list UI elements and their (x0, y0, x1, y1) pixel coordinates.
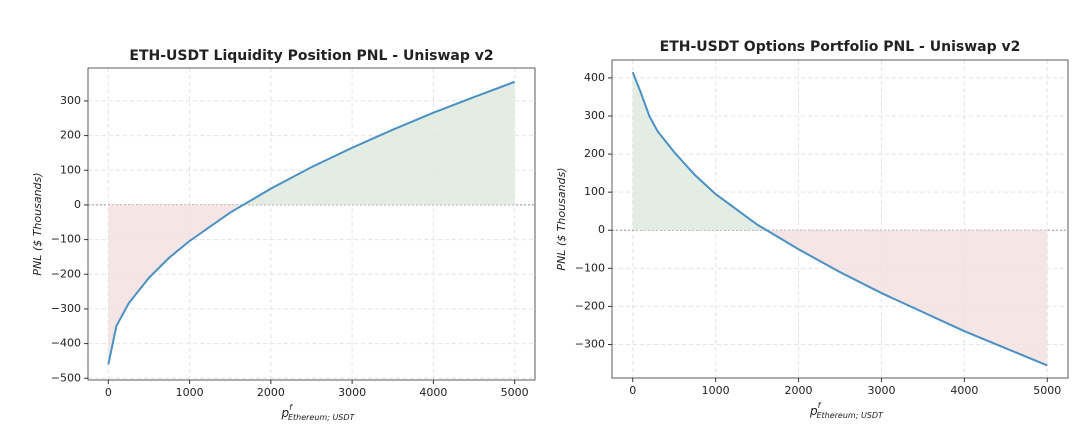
y-tick-label: −300 (575, 337, 605, 350)
loss-area (108, 204, 244, 365)
line (631, 71, 1048, 367)
x-tick-label: 2000 (257, 386, 285, 399)
y-tick-label: 300 (60, 94, 81, 107)
y-tick-label: 300 (584, 109, 605, 122)
x-tick-label: 5000 (1033, 384, 1061, 397)
x-label-base: p (281, 406, 290, 420)
x-tick-label: 1000 (176, 386, 204, 399)
y-axis-label: PNL ($ Thousands) (31, 172, 44, 275)
y-tick-label: −200 (51, 267, 81, 280)
x-tick-label: 5000 (501, 386, 529, 399)
y-tick-label: 200 (60, 129, 81, 142)
y-tick-label: −100 (575, 261, 605, 274)
x-tick-label: 0 (629, 384, 636, 397)
x-label-sup: f (289, 403, 293, 412)
x-tick-label: 4000 (950, 384, 978, 397)
x-tick-label: 3000 (867, 384, 895, 397)
y-tick-label: −500 (51, 371, 81, 384)
y-tick-label: 0 (74, 198, 81, 211)
y-tick-label: −100 (51, 233, 81, 246)
x-label-sub: Ethereum; USDT (288, 413, 356, 422)
y-tick-label: 100 (584, 185, 605, 198)
loss-area (632, 230, 1048, 366)
x-tick-label: 1000 (702, 384, 730, 397)
plot: ETH-USDT Liquidity Position PNL - Uniswa… (31, 48, 536, 422)
x-label-sup: f (818, 401, 822, 410)
gain-area (108, 81, 515, 205)
y-tick-label: −200 (575, 299, 605, 312)
axes-frame (87, 67, 536, 381)
x-tick-label: 4000 (419, 386, 447, 399)
x-axis-label: pf Ethereum; USDT (281, 403, 356, 422)
x-axis-label: pf Ethereum; USDT (809, 401, 884, 420)
plot: ETH-USDT Options Portfolio PNL - Uniswap… (555, 39, 1069, 420)
y-tick-label: −300 (51, 302, 81, 315)
line (107, 80, 516, 365)
y-axis-label: PNL ($ Thousands) (555, 167, 568, 270)
chart-title: ETH-USDT Liquidity Position PNL - Uniswa… (129, 48, 493, 64)
y-tick-label: 0 (598, 223, 605, 236)
x-label-sub: Ethereum; USDT (816, 411, 884, 420)
y-tick-label: 100 (60, 163, 81, 176)
x-tick-label: 2000 (785, 384, 813, 397)
x-label-base: p (809, 404, 818, 418)
axes-frame (611, 59, 1069, 379)
y-tick-label: −400 (51, 337, 81, 350)
y-tick-label: 400 (584, 71, 605, 84)
gain-area (632, 72, 767, 231)
x-tick-label: 0 (105, 386, 112, 399)
y-tick-label: 200 (584, 147, 605, 160)
x-tick-label: 3000 (338, 386, 366, 399)
chart-title: ETH-USDT Options Portfolio PNL - Uniswap… (660, 39, 1021, 55)
